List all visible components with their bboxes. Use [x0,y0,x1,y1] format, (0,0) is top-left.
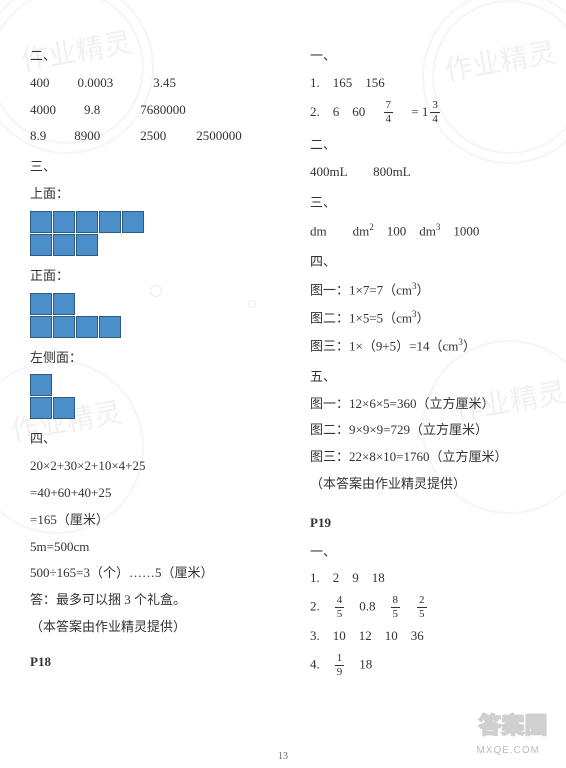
value-cell: 4000 [30,100,56,121]
calc-line: 图一：1×7=7（cm3） [310,279,560,301]
p19-line3: 3. 10 12 10 36 [310,626,560,647]
right-column: 一、 1. 165 156 2. 6 60 74 = 1 34 二、 400mL… [310,40,560,684]
value-cell: 8.9 [30,126,46,147]
shape-cell [53,397,75,419]
site-text: MXQE.COM [476,745,540,756]
calc-line: 图二：1×5=5（cm3） [310,307,560,329]
answer-logo: 答案圈 [479,708,548,740]
r-sec4-lines: 图一：1×7=7（cm3） 图二：1×5=5（cm3） 图三：1×（9+5）=14（… [310,279,560,357]
calc-line: 图三：1×（9+5）=14（cm3） [310,335,560,357]
calc-line: 图一：12×6×5=360（立方厘米） [310,394,560,415]
r-sec1-item2-prefix: 2. 6 60 [310,104,378,119]
shape-cell [99,316,121,338]
calc-line: =40+60+40+25 [30,483,280,504]
shape-cell [30,234,52,256]
mixed-frac: 1 34 [422,100,442,125]
calc-line: 图二：9×9×9=729（立方厘米） [310,420,560,441]
shape-cell [30,211,52,233]
p19-line2: 2. 45 0.8 85 25 [310,595,560,620]
p19-sec1-heading: 一、 [310,542,560,563]
shape-front [30,293,280,338]
line2-prefix: 2. [310,599,333,614]
side-label: 左侧面： [30,348,280,369]
fraction: 45 [335,595,345,620]
top-label: 上面： [30,184,280,205]
p19-line4: 4. 19 18 [310,653,560,678]
fraction: 19 [335,653,345,678]
shape-cell [30,397,52,419]
shape-cell [76,211,98,233]
r-sec5-heading: 五、 [310,367,560,388]
frac-7-4: 74 [384,100,394,125]
shape-cell [30,374,52,396]
calc-line: 5m=500cm [30,537,280,558]
calc-line: 图三：22×8×10=1760（立方厘米） [310,447,560,468]
value-cell: 2500000 [196,126,242,147]
r-sec5-lines: 图一：12×6×5=360（立方厘米） 图二：9×9×9=729（立方厘米） 图三：… [310,394,560,495]
frac-3-4: 34 [430,100,440,125]
r-sec2-line: 400mL 800mL [310,162,560,183]
page-number: 13 [278,751,288,762]
text [402,599,415,614]
r-sec2-heading: 二、 [310,135,560,156]
sec2-rows: 400 0.0003 3.45 4000 9.8 7680000 8.9 8900 2500 25… [30,73,280,147]
page-ref-p19: P19 [310,513,560,534]
r-sec3-heading: 三、 [310,193,560,214]
shape-top [30,211,280,256]
left-column: 二、 400 0.0003 3.45 4000 9.8 7680000 8.9 8900 250… [30,40,280,679]
value-cell: 2500 [140,126,166,147]
calc-line: （本答案由作业精灵提供） [30,617,280,638]
line4-rest: 18 [346,657,372,672]
shape-cell [122,211,144,233]
value-cell: 3.45 [153,73,176,94]
text: 0.8 [346,599,388,614]
shape-cell [53,211,75,233]
calc-line: （本答案由作业精灵提供） [310,474,560,495]
shape-cell [30,293,52,315]
shape-cell [53,293,75,315]
shape-cell [53,234,75,256]
shape-cell [53,316,75,338]
r-sec3-line: dm dm2 100 dm3 1000 [310,220,560,242]
calc-line: =165（厘米） [30,510,280,531]
value-cell: 400 [30,73,50,94]
sec3-heading: 三、 [30,157,280,178]
p19-line1: 1. 2 9 18 [310,568,560,589]
shape-cell [99,211,121,233]
shape-cell [76,316,98,338]
r-sec1-heading: 一、 [310,46,560,67]
fraction: 85 [391,595,401,620]
sec2-heading: 二、 [30,46,280,67]
r-sec1-item1: 1. 165 156 [310,73,560,94]
shape-cell [76,234,98,256]
calc-line: 500÷165=3（个）……5（厘米） [30,563,280,584]
shape-cell [30,316,52,338]
shape-side [30,374,280,419]
value-cell: 7680000 [140,100,186,121]
r-sec4-heading: 四、 [310,252,560,273]
calc-line: 20×2+30×2+10×4+25 [30,456,280,477]
r-sec1-item2: 2. 6 60 74 = 1 34 [310,100,560,126]
value-cell: 0.0003 [78,73,114,94]
line4-prefix: 4. [310,657,333,672]
value-cell: 9.8 [84,100,100,121]
fraction: 25 [417,595,427,620]
value-cell: 8900 [74,126,100,147]
equals: = [398,104,418,119]
page-ref-p18: P18 [30,652,280,673]
calc-line: 答：最多可以捆 3 个礼盒。 [30,590,280,611]
sec4-heading: 四、 [30,429,280,450]
mix-whole: 1 [422,102,429,123]
sec4-lines: 20×2+30×2+10×4+25 =40+60+40+25 =165（厘米） 5m=… [30,456,280,638]
front-label: 正面： [30,266,280,287]
